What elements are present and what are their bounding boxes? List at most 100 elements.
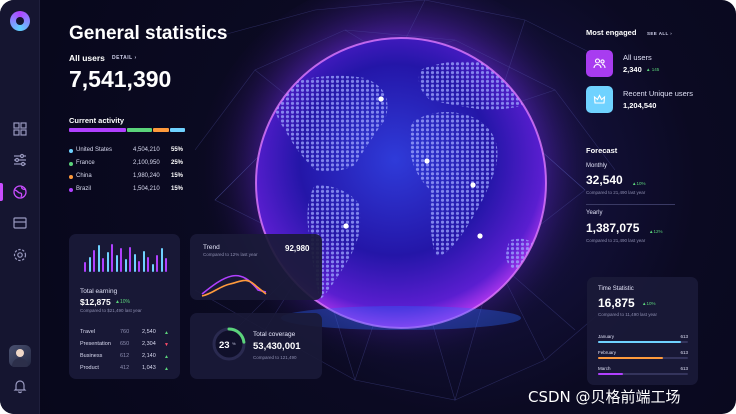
crown-icon <box>586 86 613 113</box>
sidebar <box>0 0 40 414</box>
color-dot <box>69 188 73 192</box>
wave-bar <box>156 255 158 272</box>
earning-label: Total earning <box>80 288 118 295</box>
logo-icon[interactable] <box>10 11 30 31</box>
wave-bar <box>160 248 163 272</box>
chevron-right-icon: › <box>670 31 673 36</box>
wave-bar <box>93 249 95 272</box>
bell-icon[interactable] <box>12 378 28 394</box>
activity-bar-segment <box>69 128 126 132</box>
earning-wave-chart <box>84 244 170 272</box>
trend-line-orange <box>201 279 267 297</box>
list-item: January 613 <box>598 334 688 346</box>
country-percent: 15% <box>171 186 184 192</box>
list-item: China 1,980,240 15% <box>69 173 185 183</box>
wave-bar <box>120 248 122 272</box>
activity-bar-segment <box>126 128 153 132</box>
forecast-monthly-subtitle: Compared to 21,490 last year <box>586 190 646 195</box>
country-name: Brazil <box>76 186 92 192</box>
month-label: February <box>598 350 617 355</box>
country-percent: 15% <box>171 173 184 179</box>
wave-bar <box>129 246 131 272</box>
country-value: 1,504,210 <box>133 186 160 192</box>
coverage-value: 53,430,001 <box>253 341 301 352</box>
trend-subtitle: Compared to 12% last year <box>203 252 258 257</box>
wave-bar <box>138 260 140 272</box>
country-percent: 25% <box>171 160 184 166</box>
time-statistic-subtitle: Compared to 11,490 last year <box>598 312 657 317</box>
product-value: 2,304 <box>142 341 156 347</box>
table-row: Business 612 2,140 ▲ <box>80 353 172 363</box>
progress-fill <box>598 357 663 359</box>
forecast-yearly-change: ▲12% <box>649 229 663 234</box>
country-value: 1,980,240 <box>133 173 160 179</box>
earning-value: $12,875 <box>80 297 111 307</box>
sliders-icon[interactable] <box>12 152 28 168</box>
wave-bar <box>133 253 136 272</box>
wave-bar <box>165 258 167 272</box>
see-all-link[interactable]: SEE ALL › <box>647 31 672 36</box>
month-label: March <box>598 366 611 371</box>
dashboard-icon[interactable] <box>12 121 28 137</box>
current-activity-title: Current activity <box>69 116 125 125</box>
most-engaged-title: Most engaged <box>586 28 637 37</box>
users-icon <box>586 50 613 77</box>
month-value: 613 <box>680 350 688 355</box>
card-icon[interactable] <box>12 215 28 231</box>
forecast-yearly-value: 1,387,075 <box>586 221 640 235</box>
product-count: 650 <box>120 341 130 347</box>
activity-bar-segment <box>153 128 169 132</box>
list-item: United States 4,504,210 55% <box>69 147 185 157</box>
arrow-up-icon: ▲ <box>164 330 169 336</box>
product-value: 2,540 <box>142 329 156 335</box>
arrow-up-icon: ▲ <box>164 354 169 360</box>
time-statistic-title: Time Statistic <box>598 286 634 292</box>
detail-link[interactable]: DETAIL › <box>112 55 137 61</box>
product-name: Travel <box>80 329 96 335</box>
gear-icon[interactable] <box>12 247 28 263</box>
trend-title: Trend <box>203 244 220 251</box>
wave-bar <box>124 259 127 272</box>
country-name: France <box>76 160 95 166</box>
earning-change: ▲10% <box>115 299 130 305</box>
coverage-percent: 23 <box>219 340 230 351</box>
wave-bar <box>142 251 145 272</box>
trend-card: Trend Compared to 12% last year 92,980 <box>190 234 322 300</box>
country-name: China <box>76 173 92 179</box>
total-earning-card: Total earning $12,875 ▲10% Compared to $… <box>69 234 180 379</box>
forecast-yearly-subtitle: Compared to 21,490 last year <box>586 238 646 243</box>
trend-line-purple <box>201 274 267 295</box>
table-row: Travel 760 2,540 ▲ <box>80 329 172 339</box>
product-value: 2,140 <box>142 353 156 359</box>
country-value: 2,100,950 <box>133 160 160 166</box>
forecast-yearly-label: Yearly <box>586 210 603 216</box>
country-name: United States <box>76 147 113 153</box>
wave-bar <box>102 258 104 272</box>
progress-fill <box>598 373 624 375</box>
table-row: Presentation 650 2,304 ▼ <box>80 341 172 351</box>
wave-bar <box>106 252 109 272</box>
color-dot <box>69 149 73 153</box>
country-percent: 55% <box>171 147 184 153</box>
arrow-down-icon: ▼ <box>164 342 169 348</box>
arrow-up-icon: ▲ <box>164 366 169 372</box>
list-item: March 613 <box>598 366 688 378</box>
activity-bar-segment <box>169 128 185 132</box>
forecast-monthly-value: 32,540 <box>586 173 623 187</box>
coverage-subtitle: Compared to 121,490 <box>253 355 297 360</box>
engaged-all-users-value: 2,340 <box>623 65 642 74</box>
all-users-value: 7,541,390 <box>69 66 172 92</box>
list-item: France 2,100,950 25% <box>69 160 185 170</box>
divider <box>586 204 675 205</box>
page-title: General statistics <box>69 23 228 44</box>
earning-subtitle: Compared to $21,490 last year <box>80 308 142 313</box>
avatar[interactable] <box>9 345 31 367</box>
wave-bar <box>88 256 91 272</box>
engaged-unique-users-value: 1,204,540 <box>623 101 657 110</box>
forecast-monthly-label: Monthly <box>586 163 608 169</box>
product-name: Presentation <box>80 341 111 347</box>
forecast-title: Forecast <box>586 146 618 155</box>
color-dot <box>69 162 73 166</box>
globe-icon[interactable] <box>12 184 28 200</box>
